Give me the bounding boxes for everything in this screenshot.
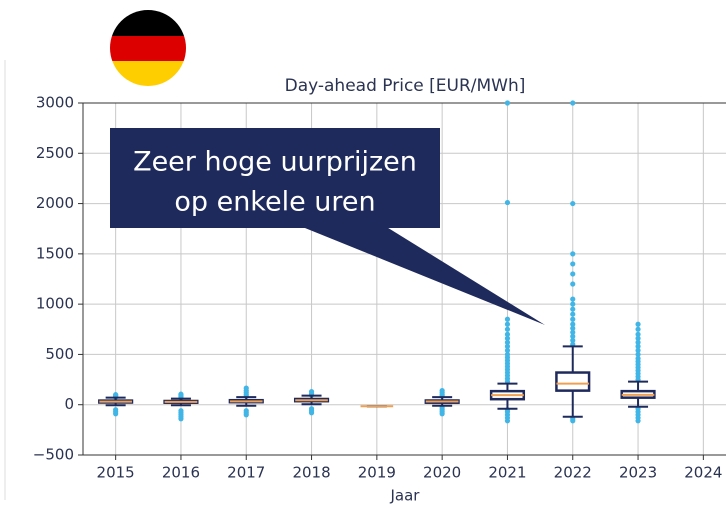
y-tick-label: 2000 <box>36 194 74 212</box>
outlier <box>504 316 511 322</box>
x-tick-label: 2015 <box>97 464 135 482</box>
chart-title: Day-ahead Price [EUR/MWh] <box>285 76 526 96</box>
outlier <box>635 335 641 341</box>
y-tick-label: 1500 <box>36 244 74 262</box>
outlier <box>243 408 249 414</box>
outlier <box>635 326 641 332</box>
outlier <box>504 331 511 337</box>
outlier <box>504 100 511 106</box>
x-tick-label: 2016 <box>162 464 200 482</box>
outlier <box>635 321 641 327</box>
outlier <box>178 408 184 414</box>
x-tick-label: 2020 <box>423 464 461 482</box>
y-tick-label: 3000 <box>36 94 74 112</box>
outlier <box>504 339 511 345</box>
outlier <box>570 281 576 287</box>
outlier <box>635 339 641 345</box>
outlier <box>570 337 576 343</box>
x-tick-label: 2021 <box>488 464 526 482</box>
outlier <box>504 335 511 341</box>
x-axis-label: Jaar <box>390 487 421 505</box>
outlier <box>570 325 576 331</box>
y-tick-label: 500 <box>45 345 74 363</box>
outlier <box>635 347 641 354</box>
outlier <box>570 306 576 312</box>
outlier <box>570 200 576 207</box>
outlier <box>635 331 641 337</box>
outlier <box>504 347 511 354</box>
outlier <box>504 351 511 358</box>
outlier <box>113 407 119 413</box>
outlier <box>570 301 576 307</box>
y-tick-label: 2500 <box>36 144 74 162</box>
outlier <box>504 321 511 327</box>
y-tick-label: −500 <box>33 446 74 464</box>
box <box>555 371 591 392</box>
y-tick-label: 1000 <box>36 295 74 313</box>
outlier <box>570 271 576 277</box>
y-tick-label: 0 <box>64 395 74 413</box>
outlier <box>570 333 576 339</box>
outlier <box>570 100 576 106</box>
x-tick-label: 2023 <box>619 464 657 482</box>
outlier <box>439 388 445 394</box>
axes-frame <box>82 102 726 456</box>
outlier <box>570 329 576 335</box>
outlier <box>570 296 576 302</box>
outlier <box>635 343 641 349</box>
callout-text: Zeer hoge uurprijzen <box>133 147 417 178</box>
callout-text: op enkele uren <box>174 187 375 218</box>
flag <box>110 10 186 86</box>
outlier <box>635 355 641 362</box>
plot-area: −500 0 500 1000 1500 2000 2500 3000 2015 2016 2017… <box>33 94 726 482</box>
callout-box <box>110 128 440 228</box>
outlier <box>308 389 315 395</box>
outlier <box>308 406 315 412</box>
callout-pointer <box>300 226 545 325</box>
outlier <box>504 199 511 206</box>
outlier <box>570 311 576 317</box>
outlier <box>570 321 576 327</box>
outlier <box>178 391 184 397</box>
outlier <box>570 316 576 322</box>
x-tick-label: 2018 <box>292 464 330 482</box>
x-tick-label: 2022 <box>554 464 592 482</box>
outlier <box>570 251 576 257</box>
x-tick-label: 2024 <box>684 464 722 482</box>
outlier <box>635 351 641 358</box>
outlier <box>113 392 119 398</box>
outlier <box>504 343 511 349</box>
x-tick-label: 2019 <box>358 464 396 482</box>
outlier <box>570 261 576 267</box>
outlier <box>504 326 511 332</box>
callout: Zeer hoge uurprijzen op enkele uren <box>110 128 545 325</box>
x-tick-label: 2017 <box>227 464 265 482</box>
outlier <box>243 385 249 391</box>
